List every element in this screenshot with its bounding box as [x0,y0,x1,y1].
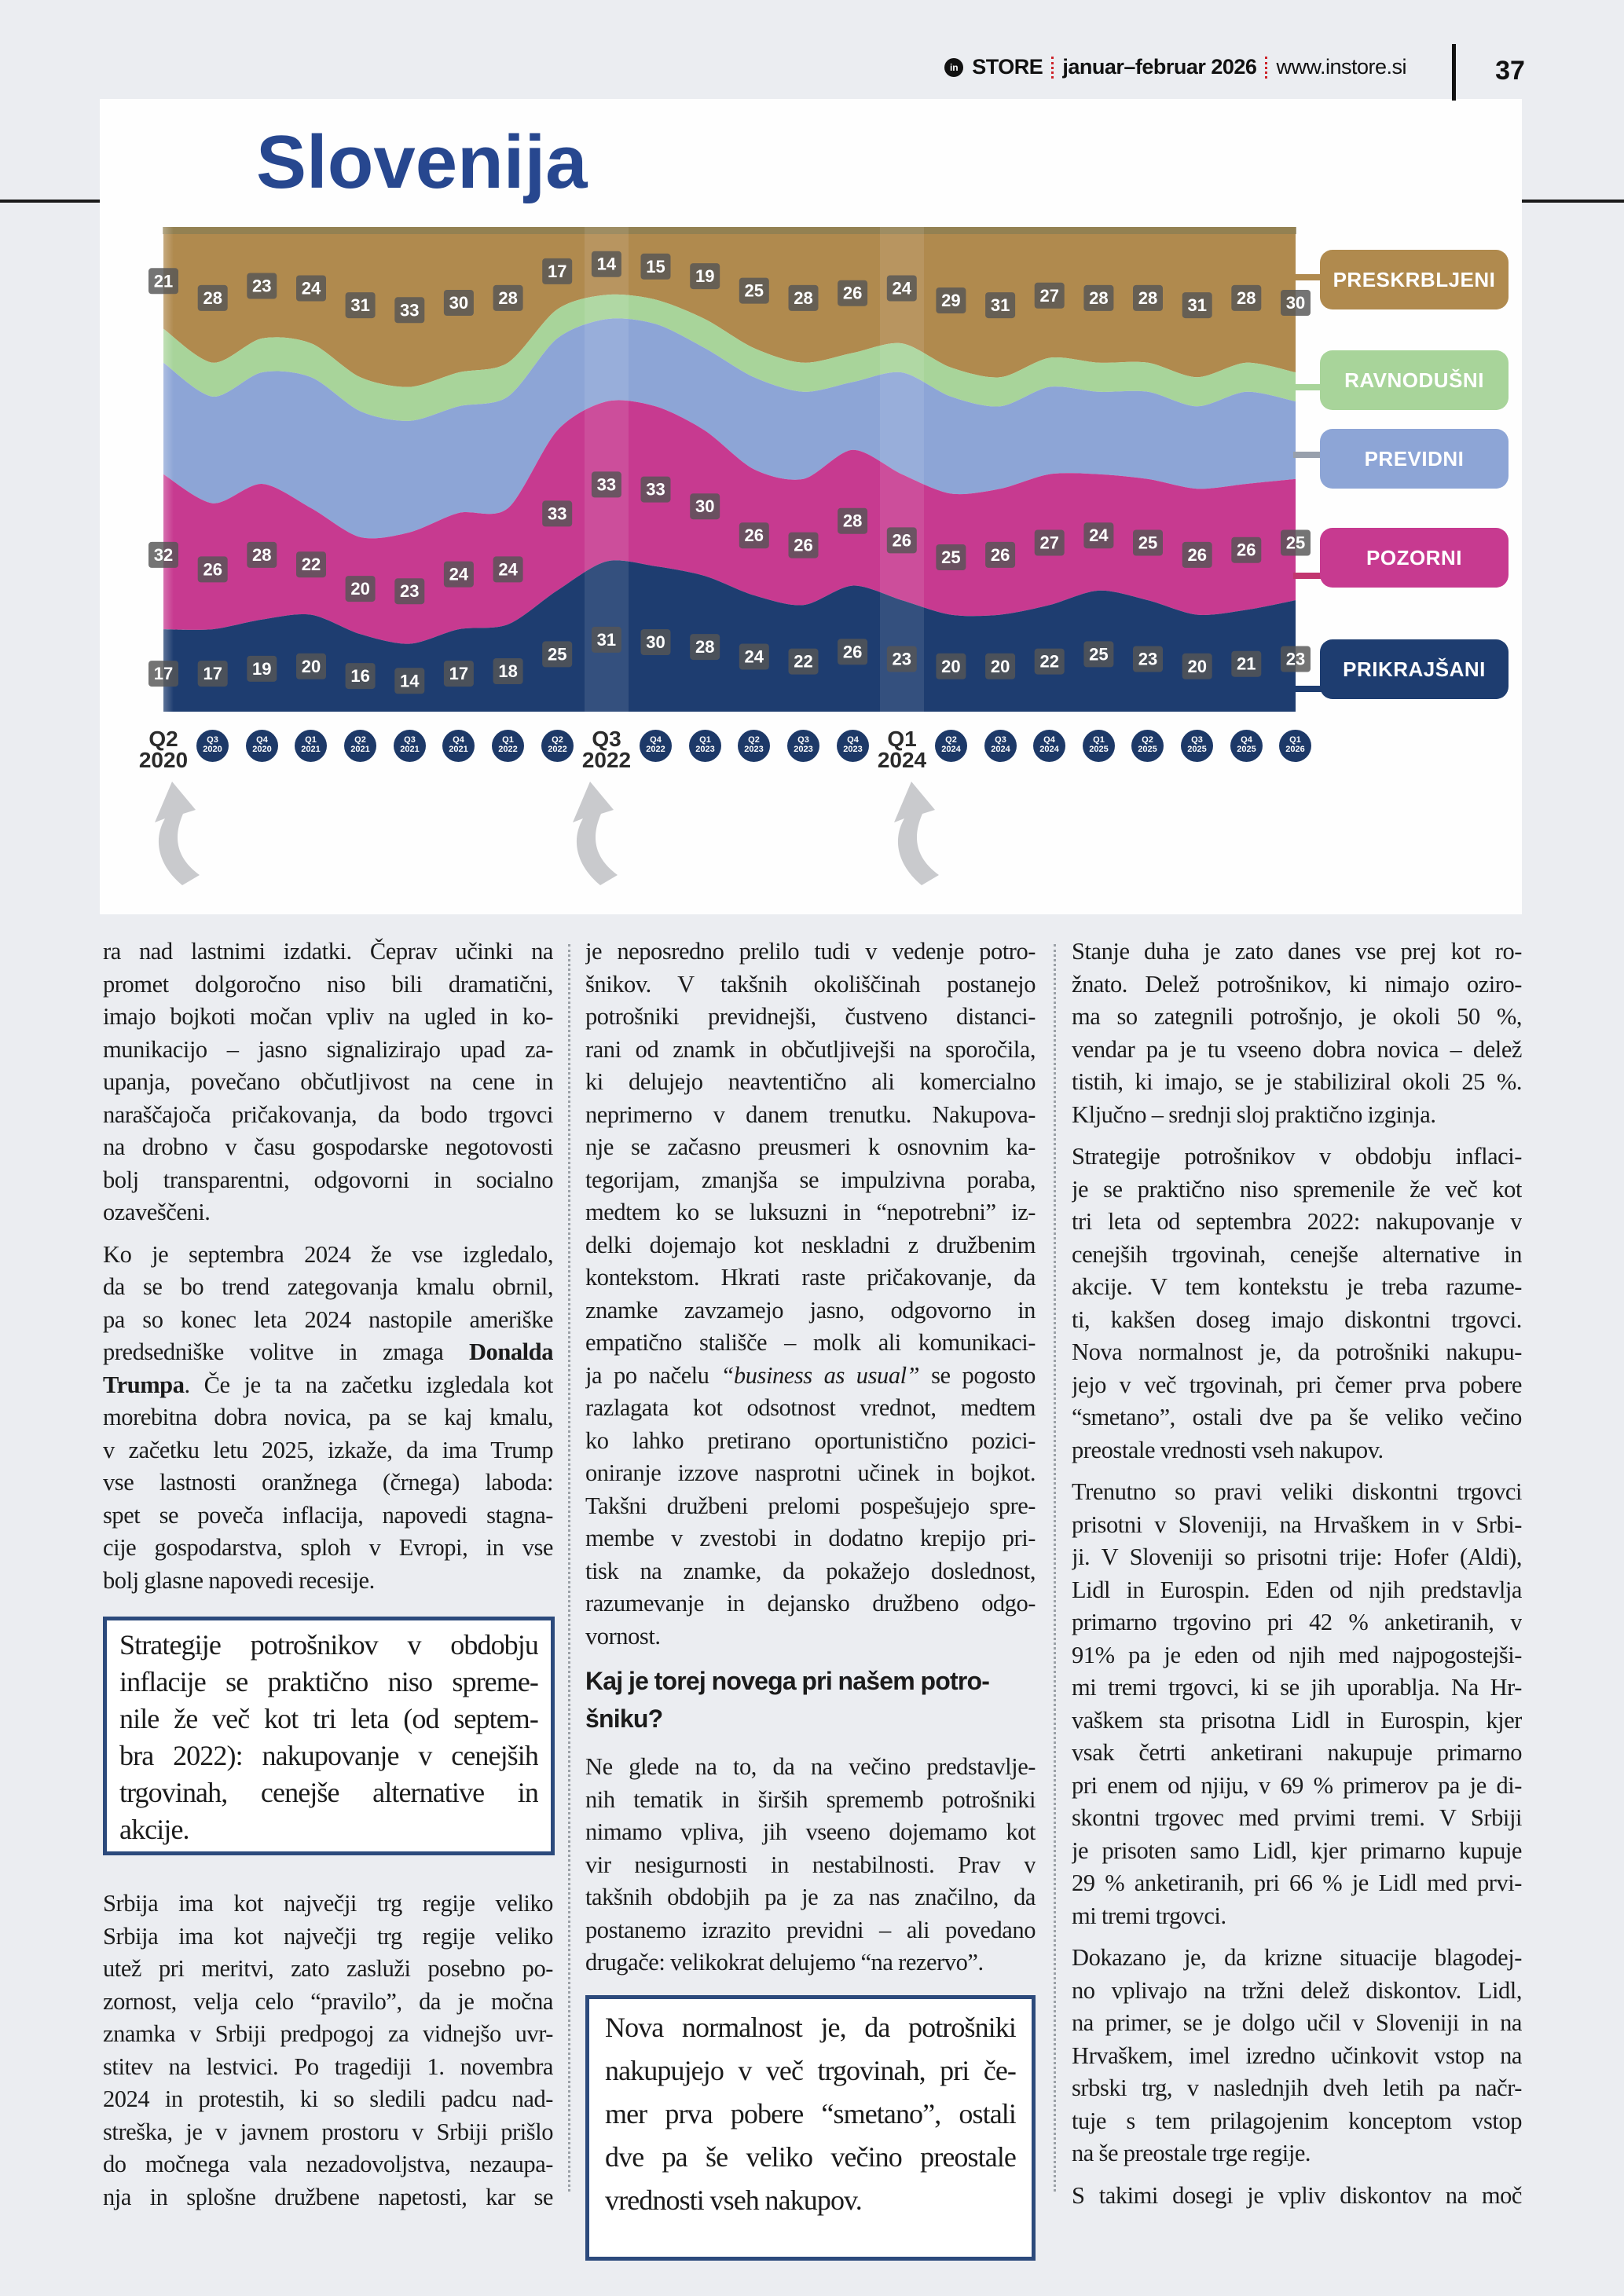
svg-text:26: 26 [991,545,1010,565]
svg-text:25: 25 [1286,533,1305,553]
svg-text:21: 21 [1237,654,1256,674]
svg-text:19: 19 [695,266,714,286]
svg-text:27: 27 [1039,533,1058,553]
svg-text:14: 14 [597,255,617,274]
svg-text:28: 28 [1138,288,1157,308]
svg-text:30: 30 [1286,293,1305,313]
svg-text:24: 24 [302,279,321,298]
svg-text:17: 17 [449,664,468,683]
svg-text:18: 18 [498,661,517,681]
svg-text:28: 28 [1089,288,1108,308]
svg-text:20: 20 [991,657,1010,676]
svg-text:31: 31 [1187,295,1206,315]
svg-text:26: 26 [843,284,862,303]
svg-text:30: 30 [695,496,714,516]
svg-text:23: 23 [1286,650,1305,669]
svg-text:33: 33 [646,480,665,500]
svg-text:20: 20 [350,579,369,599]
svg-text:31: 31 [350,295,369,315]
svg-text:26: 26 [843,642,862,661]
svg-text:26: 26 [893,530,911,550]
svg-text:26: 26 [745,525,764,545]
svg-text:17: 17 [203,664,222,683]
svg-text:16: 16 [350,666,369,686]
svg-text:24: 24 [449,565,469,584]
svg-text:26: 26 [794,536,812,555]
svg-text:14: 14 [400,671,420,690]
svg-text:28: 28 [843,511,862,531]
svg-text:32: 32 [154,545,173,565]
svg-text:15: 15 [646,257,665,276]
svg-text:17: 17 [154,664,173,683]
svg-text:25: 25 [1089,644,1108,664]
svg-text:25: 25 [548,644,566,664]
svg-text:22: 22 [794,652,812,672]
svg-text:21: 21 [154,271,173,291]
svg-text:26: 26 [203,559,222,579]
svg-text:24: 24 [893,279,912,298]
svg-text:22: 22 [302,555,321,574]
svg-text:25: 25 [1138,533,1157,553]
svg-text:26: 26 [1237,540,1256,560]
svg-text:25: 25 [745,281,764,301]
svg-text:31: 31 [597,630,616,650]
svg-text:28: 28 [695,637,714,657]
svg-text:30: 30 [449,293,468,313]
svg-text:27: 27 [1039,286,1058,306]
svg-text:17: 17 [548,262,566,281]
svg-text:20: 20 [302,657,321,676]
svg-text:20: 20 [1187,657,1206,676]
svg-text:30: 30 [646,632,665,652]
svg-text:33: 33 [400,300,419,320]
svg-text:19: 19 [252,659,271,679]
svg-text:25: 25 [941,547,960,567]
svg-text:26: 26 [1187,545,1206,565]
svg-text:28: 28 [203,288,222,308]
svg-text:23: 23 [252,276,271,296]
svg-text:31: 31 [991,295,1010,315]
svg-text:28: 28 [1237,288,1256,308]
svg-text:23: 23 [893,650,911,669]
svg-text:33: 33 [548,504,566,523]
svg-text:20: 20 [941,657,960,676]
svg-text:23: 23 [1138,650,1157,669]
svg-text:28: 28 [252,545,271,565]
svg-text:28: 28 [794,288,812,308]
svg-text:22: 22 [1039,652,1058,672]
svg-text:28: 28 [498,288,517,308]
svg-text:23: 23 [400,581,419,601]
svg-text:24: 24 [1089,525,1109,545]
svg-text:33: 33 [597,474,616,494]
svg-text:24: 24 [498,559,518,579]
svg-text:29: 29 [941,291,960,310]
svg-text:24: 24 [745,647,764,667]
